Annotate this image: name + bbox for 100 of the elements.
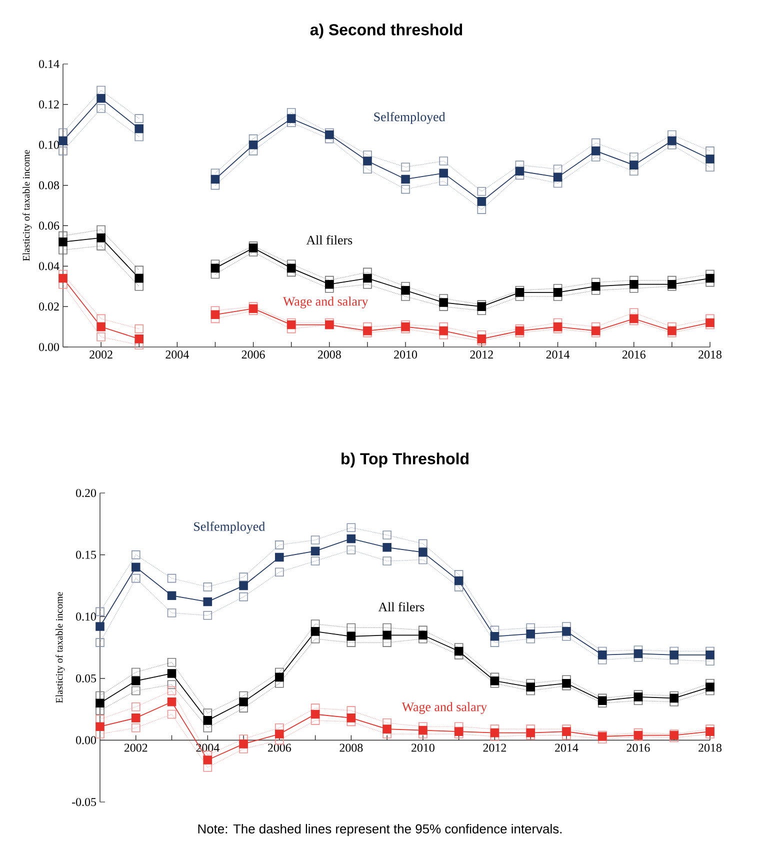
point xyxy=(131,702,140,712)
point xyxy=(668,136,676,146)
point xyxy=(706,682,714,692)
point xyxy=(248,140,258,150)
point xyxy=(96,104,106,113)
x-tick-label: 2008 xyxy=(340,744,363,752)
point xyxy=(248,146,258,156)
point xyxy=(401,162,410,172)
point xyxy=(553,172,562,182)
point xyxy=(454,576,464,586)
x-tick-label: 2018 xyxy=(698,744,722,752)
point xyxy=(310,620,320,628)
point xyxy=(454,646,464,656)
point xyxy=(363,268,372,277)
point xyxy=(382,623,392,632)
point xyxy=(131,723,140,732)
x-tick-label: 2014 xyxy=(546,350,570,359)
point xyxy=(382,542,392,552)
point xyxy=(382,556,392,566)
point xyxy=(526,728,535,738)
point xyxy=(210,168,220,178)
point xyxy=(167,608,176,618)
point xyxy=(239,581,248,590)
y-tick-label: 0.20 xyxy=(76,488,96,498)
point xyxy=(346,623,356,632)
point xyxy=(203,716,212,725)
point xyxy=(562,678,571,688)
point xyxy=(134,132,144,142)
point xyxy=(58,274,68,283)
point xyxy=(515,166,524,176)
point xyxy=(418,555,428,564)
point xyxy=(203,610,212,620)
x-tick-label: 2010 xyxy=(394,350,418,359)
point xyxy=(96,314,106,324)
point xyxy=(96,242,106,250)
point xyxy=(275,540,284,550)
point xyxy=(382,530,392,540)
point xyxy=(591,146,600,156)
point xyxy=(96,622,104,631)
point xyxy=(598,696,607,706)
point xyxy=(275,568,284,577)
point xyxy=(96,332,106,342)
point xyxy=(167,658,176,667)
y-tick-label: 0.10 xyxy=(76,612,96,621)
point xyxy=(562,627,571,636)
point xyxy=(346,523,356,532)
point xyxy=(363,274,372,283)
point xyxy=(401,286,410,295)
point xyxy=(248,134,258,144)
point xyxy=(96,638,104,647)
point xyxy=(439,156,448,166)
point xyxy=(96,225,106,234)
point xyxy=(96,698,104,708)
point xyxy=(346,638,356,647)
point xyxy=(310,716,320,725)
point xyxy=(477,205,486,214)
series-label: Selfemployed xyxy=(194,522,265,534)
x-tick-label: 2004 xyxy=(166,350,189,359)
point xyxy=(439,176,448,186)
y-tick-label: 0.08 xyxy=(39,181,60,190)
point xyxy=(629,160,638,170)
y-tick-label: 0.04 xyxy=(39,262,60,270)
x-tick-label: 2002 xyxy=(124,744,148,752)
point xyxy=(96,722,104,732)
point xyxy=(629,152,638,162)
point xyxy=(96,322,106,332)
point xyxy=(553,178,562,188)
point xyxy=(203,708,212,718)
point xyxy=(706,146,714,156)
point xyxy=(454,582,464,592)
point xyxy=(454,570,464,579)
y-tick-label: 0.06 xyxy=(39,222,60,230)
point xyxy=(167,574,176,583)
chart-title: a) Second threshold xyxy=(310,24,462,39)
x-tick-label: 2006 xyxy=(242,350,265,359)
point xyxy=(706,154,714,164)
point xyxy=(131,550,140,560)
chart-title: b) Top Threshold xyxy=(342,452,468,468)
point xyxy=(591,138,600,148)
point xyxy=(418,539,428,548)
point xyxy=(286,264,296,273)
x-tick-label: 2008 xyxy=(318,350,341,359)
point xyxy=(363,156,372,166)
point xyxy=(58,237,68,246)
point xyxy=(526,630,535,638)
point xyxy=(310,546,320,556)
point xyxy=(134,124,144,134)
point xyxy=(58,128,68,138)
point xyxy=(634,692,643,702)
point xyxy=(210,180,220,190)
point xyxy=(275,552,284,562)
x-tick-label: 2012 xyxy=(470,350,493,359)
x-tick-label: 2016 xyxy=(622,350,646,359)
y-tick-label: 0.14 xyxy=(39,60,60,68)
y-tick-label: 0.00 xyxy=(39,342,60,352)
x-tick-label: 2014 xyxy=(555,744,578,752)
point xyxy=(210,174,220,184)
point xyxy=(210,270,220,279)
point xyxy=(490,638,500,647)
point xyxy=(96,714,104,724)
